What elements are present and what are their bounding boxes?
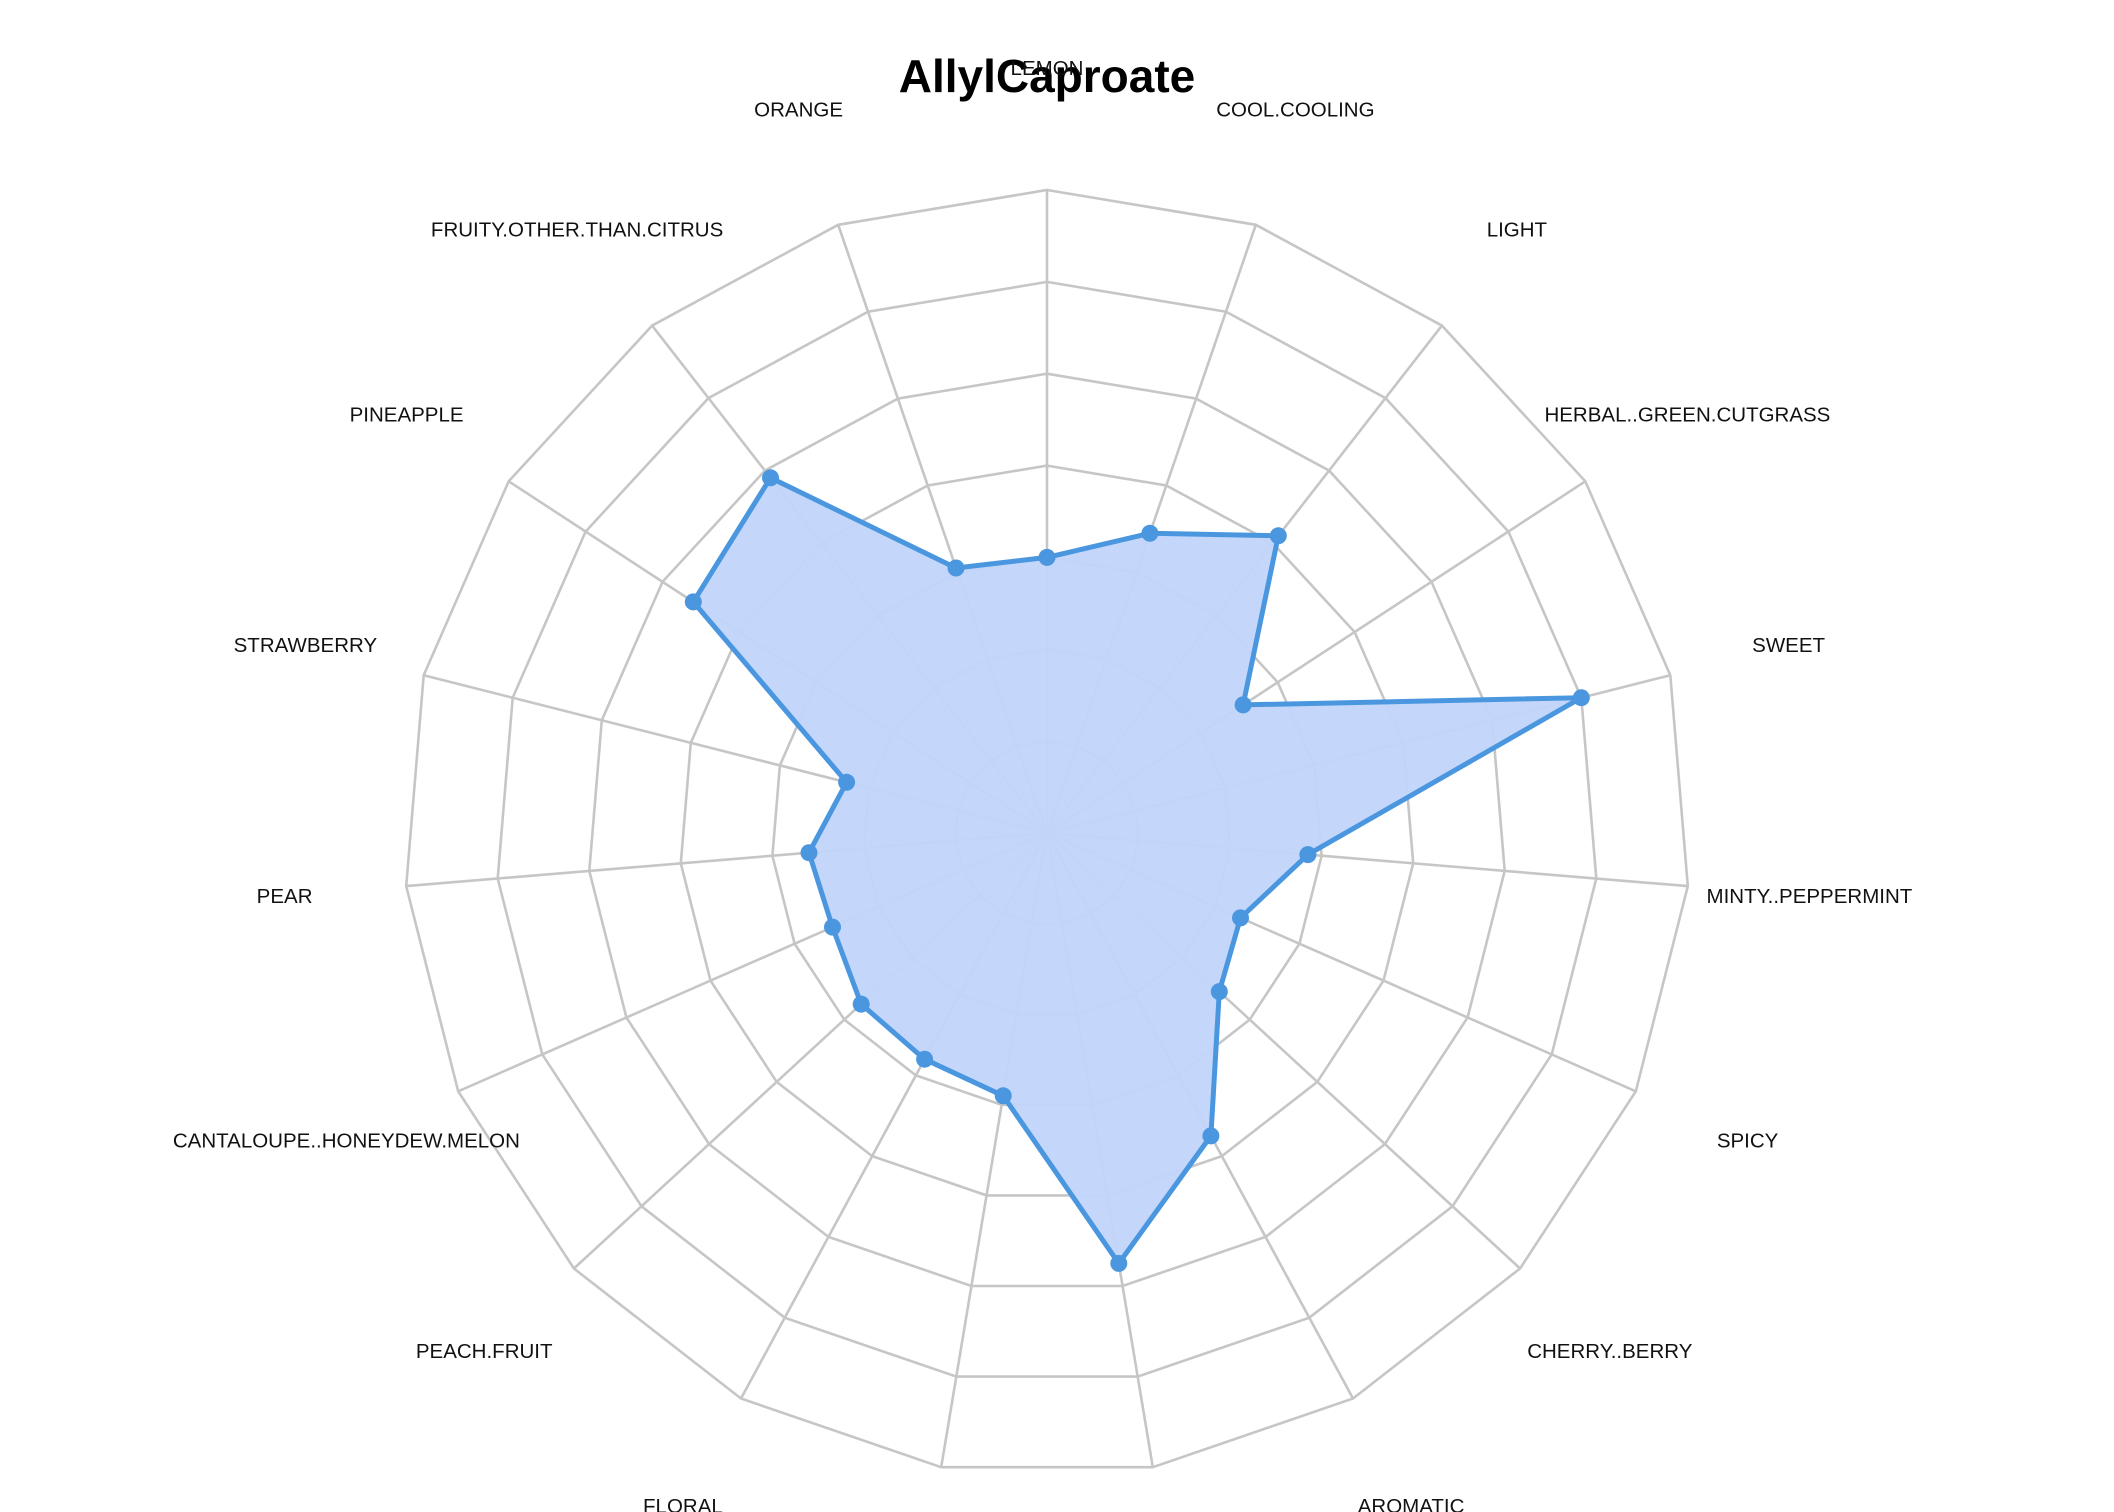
data-point <box>852 995 870 1013</box>
axis-label: HERBAL..GREEN.CUTGRASS <box>1544 404 1830 427</box>
data-point <box>1232 909 1249 927</box>
data-point <box>916 1050 934 1068</box>
axis-label: LEMON <box>1011 57 1084 80</box>
axis-label: PEACH.FRUIT <box>416 1340 553 1363</box>
data-point <box>947 559 965 577</box>
grid-ring <box>587 372 1507 1288</box>
data-point <box>1299 846 1317 864</box>
axis-label: ORANGE <box>754 98 843 121</box>
data-point <box>994 1087 1012 1105</box>
data-point <box>684 593 702 611</box>
axis-label: SPICY <box>1717 1129 1779 1152</box>
axis-label: FRUITY.OTHER.THAN.CITRUS <box>431 218 723 241</box>
axis-label: PEAR <box>257 885 313 908</box>
data-point <box>1038 548 1056 566</box>
grid-ring <box>496 280 1598 1378</box>
data-point <box>1110 1254 1128 1272</box>
axis-label: SWEET <box>1752 634 1825 657</box>
data-point <box>762 469 779 487</box>
axis-label: STRAWBERRY <box>234 634 378 657</box>
data-point <box>1141 524 1159 542</box>
axis-label: CANTALOUPE..HONEYDEW.MELON <box>173 1129 520 1152</box>
axis-label: LIGHT <box>1487 218 1548 241</box>
data-point <box>1572 689 1590 707</box>
grid-ring <box>404 188 1690 1469</box>
data-point <box>824 918 841 936</box>
series-area <box>690 475 1584 1266</box>
axis-label: CHERRY..BERRY <box>1527 1340 1693 1363</box>
axis-label: MINTY..PEPPERMINT <box>1707 885 1913 908</box>
axis-labels: LEMON COOL.COOLING LIGHT HERBAL..GREEN.CUTG… <box>173 57 1913 1512</box>
chart-title: AllylCaproate <box>899 50 1196 102</box>
radar-series <box>684 469 1590 1272</box>
data-point <box>1234 696 1252 714</box>
axis-label: AROMATIC <box>1358 1495 1465 1512</box>
data-point <box>1269 527 1287 545</box>
data-point <box>800 844 818 862</box>
axis-label: FLORAL <box>643 1495 723 1512</box>
data-point <box>1202 1127 1220 1145</box>
data-point <box>1210 983 1228 1001</box>
data-point <box>838 773 856 791</box>
axis-label: PINEAPPLE <box>350 404 464 427</box>
axis-label: COOL.COOLING <box>1216 98 1374 121</box>
